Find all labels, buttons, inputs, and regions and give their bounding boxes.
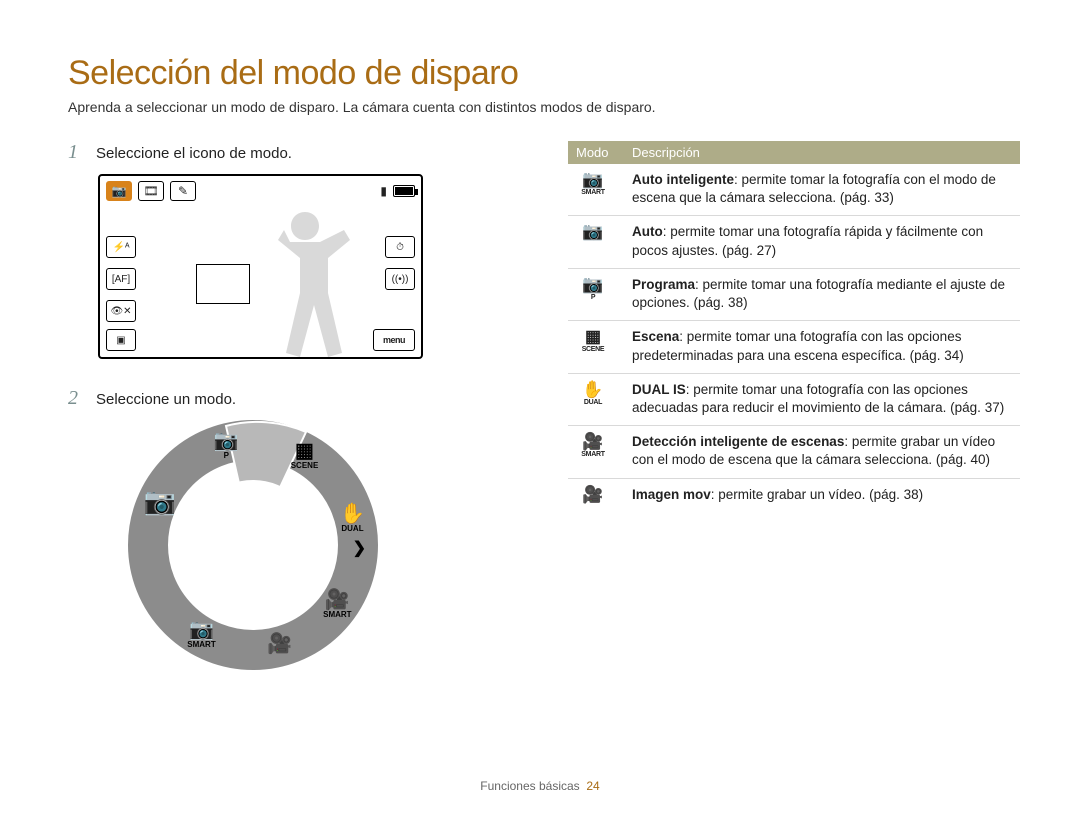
mode-dial-sub-label: SCENE xyxy=(291,461,319,470)
mode-row-description: Detección inteligente de escenas: permit… xyxy=(624,426,1020,478)
lcd-right-icons: ⏱ ((•)) xyxy=(385,236,415,290)
mode-row-icon: 🎥SMART xyxy=(576,433,610,459)
table-row: 🎥SMART Detección inteligente de escenas: … xyxy=(568,426,1020,478)
mode-dial-center xyxy=(188,480,318,610)
lcd-timer-icon: ⏱ xyxy=(385,236,415,258)
step-1: 1 Seleccione el icono de modo. xyxy=(68,141,508,164)
mode-dial-glyph-icon: ▦ xyxy=(295,441,314,461)
mode-row-icon: ▦SCENE xyxy=(576,328,610,354)
mode-row-icon: 📷P xyxy=(576,276,610,302)
mode-row-icon: 📷SMART xyxy=(576,171,610,197)
mode-dial-glyph-icon: 🎥 xyxy=(267,634,292,654)
lcd-battery-icon xyxy=(393,185,415,197)
mode-dial-illustration: 📷📷P▦SCENE✋DUAL🎥SMART🎥📷SMART ❯ xyxy=(128,420,378,670)
mode-dial-icon: ▦SCENE xyxy=(288,441,322,471)
lcd-focus-box-icon xyxy=(196,264,250,304)
mode-dial-sub-label: SMART xyxy=(323,610,351,619)
mode-dial-glyph-icon: 📷 xyxy=(214,431,239,451)
footer-section-label: Funciones básicas xyxy=(480,779,579,793)
mode-row-description: Auto: permite tomar una fotografía rápid… xyxy=(624,216,1020,268)
step-2-number: 2 xyxy=(68,387,86,410)
mode-dial-icon: 🎥 xyxy=(263,629,297,659)
mode-description-table: Modo Descripción 📷SMART Auto inteligente:… xyxy=(568,141,1020,512)
step-2: 2 Seleccione un modo. xyxy=(68,387,508,410)
step-1-number: 1 xyxy=(68,141,86,164)
table-header-mode: Modo xyxy=(568,141,624,164)
lcd-gallery-icon: ▣ xyxy=(106,329,136,351)
lcd-mode-brush-icon: ✎ xyxy=(170,181,196,201)
lcd-mode-camera-icon: 📷 xyxy=(106,181,132,201)
mode-row-description: Escena: permite tomar una fotografía con… xyxy=(624,321,1020,373)
lcd-mode-video-icon: 🎞 xyxy=(138,181,164,201)
mode-dial-sub-label: DUAL xyxy=(341,524,363,533)
table-row: ▦SCENE Escena: permite tomar una fotograf… xyxy=(568,321,1020,373)
step-1-text: Seleccione el icono de modo. xyxy=(96,145,292,162)
lcd-eye-off-icon: 👁✕ xyxy=(106,300,136,322)
page-footer: Funciones básicas 24 xyxy=(0,779,1080,793)
mode-row-icon: 🎥 xyxy=(576,486,610,503)
lcd-flash-auto-icon: ⚡ᴬ xyxy=(106,236,136,258)
mode-dial-sub-label: P xyxy=(224,451,229,460)
mode-dial-arrow-icon: ❯ xyxy=(353,538,366,558)
mode-dial-glyph-icon: 📷 xyxy=(189,620,214,640)
mode-row-description: Auto inteligente: permite tomar la fotog… xyxy=(624,164,1020,216)
mode-dial-icon: 📷P xyxy=(209,431,243,461)
mode-dial-icon: 📷SMART xyxy=(185,619,219,649)
lcd-top-bar: 📷 🎞 ✎ ▮ xyxy=(100,180,421,202)
footer-page-number: 24 xyxy=(586,779,599,793)
table-row: 📷P Programa: permite tomar una fotografía… xyxy=(568,268,1020,320)
mode-dial-sub-label: SMART xyxy=(187,640,215,649)
lcd-wifi-icon: ((•)) xyxy=(385,268,415,290)
mode-row-icon: 📷 xyxy=(576,223,610,240)
right-column: Modo Descripción 📷SMART Auto inteligente:… xyxy=(568,141,1020,670)
page-intro: Aprenda a seleccionar un modo de disparo… xyxy=(68,99,1020,115)
camera-lcd-illustration: 📷 🎞 ✎ ▮ ⚡ᴬ [AF] 👁✕ ⏱ ((•)) ▣ xyxy=(98,174,423,359)
table-row: 📷SMART Auto inteligente: permite tomar la… xyxy=(568,164,1020,216)
mode-dial-icon: ✋DUAL xyxy=(335,503,369,533)
content-columns: 1 Seleccione el icono de modo. 📷 🎞 ✎ ▮ ⚡… xyxy=(68,141,1020,670)
lcd-bottom-bar: ▣ menu xyxy=(106,329,415,351)
mode-dial-glyph-icon: ✋ xyxy=(340,504,365,524)
lcd-left-icons: ⚡ᴬ [AF] 👁✕ xyxy=(106,236,136,322)
step-2-text: Seleccione un modo. xyxy=(96,391,236,408)
table-row: 🎥 Imagen mov: permite grabar un vídeo. (p… xyxy=(568,478,1020,512)
table-row: 📷 Auto: permite tomar una fotografía rápi… xyxy=(568,216,1020,268)
lcd-signal-icon: ▮ xyxy=(380,184,387,198)
table-row: ✋DUAL DUAL IS: permite tomar una fotograf… xyxy=(568,373,1020,425)
table-header-description: Descripción xyxy=(624,141,1020,164)
mode-dial-glyph-icon: 🎥 xyxy=(325,590,350,610)
left-column: 1 Seleccione el icono de modo. 📷 🎞 ✎ ▮ ⚡… xyxy=(68,141,508,670)
page-title: Selección del modo de disparo xyxy=(68,54,1020,93)
lcd-af-icon: [AF] xyxy=(106,268,136,290)
lcd-menu-button: menu xyxy=(373,329,415,351)
mode-row-description: Programa: permite tomar una fotografía m… xyxy=(624,268,1020,320)
mode-row-description: DUAL IS: permite tomar una fotografía co… xyxy=(624,373,1020,425)
mode-dial-icon: 📷 xyxy=(143,486,177,516)
mode-dial-icon: 🎥SMART xyxy=(320,589,354,619)
mode-row-icon: ✋DUAL xyxy=(576,381,610,407)
mode-dial-glyph-icon: 📷 xyxy=(143,488,175,514)
mode-row-description: Imagen mov: permite grabar un vídeo. (pá… xyxy=(624,478,1020,512)
